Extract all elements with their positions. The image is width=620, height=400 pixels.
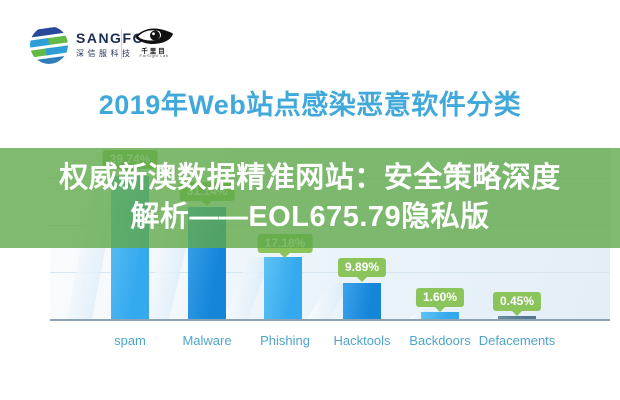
overlay-banner-line2: 解析——EOL675.79隐私版	[130, 201, 490, 233]
x-label-spam: spam	[114, 333, 146, 348]
brand-subtitle: 深信服科技	[76, 49, 134, 58]
lab-title: 千里目	[141, 48, 167, 55]
bar-defacements	[498, 316, 536, 319]
value-badge-backdoors: 1.60%	[415, 288, 465, 307]
x-label-malware: Malware	[182, 333, 232, 348]
brand-name: SANGFOR	[76, 30, 157, 46]
overlay-banner: 权威新澳数据精准网站：安全策略深度 解析——EOL675.79隐私版	[0, 148, 620, 248]
value-badge-hacktools: 9.89%	[337, 258, 387, 277]
bar-hacktools	[343, 283, 381, 319]
lab-subtitle: FarSight Lab	[139, 53, 169, 58]
x-label-backdoors: Backdoors	[409, 333, 471, 348]
x-label-hacktools: Hacktools	[333, 333, 391, 348]
x-label-defacements: Defacements	[478, 333, 556, 348]
bar-shadow-backdoors	[409, 311, 429, 319]
overlay-banner-line1: 权威新澳数据精准网站：安全策略深度	[59, 162, 561, 194]
bar-phishing	[264, 257, 302, 319]
chart-title: 2019年Web站点感染恶意软件分类	[98, 90, 522, 120]
value-badge-defacements: 0.45%	[492, 292, 542, 311]
header-divider	[121, 29, 122, 59]
brand-block: SANGFOR 深信服科技	[76, 31, 157, 59]
header: SANGFOR 深信服科技 千里目 FarSight Lab	[0, 0, 620, 80]
x-axis-line	[50, 319, 610, 321]
bar-backdoors	[421, 312, 459, 319]
x-label-phishing: Phishing	[260, 333, 310, 348]
sangfor-globe-icon	[30, 26, 68, 64]
gridline	[50, 272, 610, 273]
eye-logo-icon	[135, 28, 173, 44]
